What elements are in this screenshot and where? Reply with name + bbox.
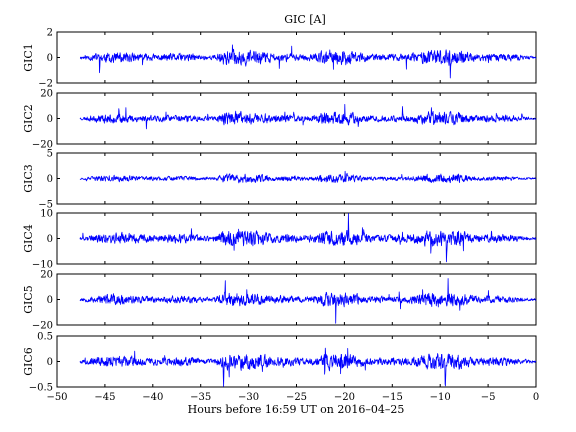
y-tick-label: −20	[32, 140, 53, 151]
y-tick-label: 0	[47, 357, 53, 368]
y-tick-label: 0	[47, 114, 53, 125]
y-tick-label: 0	[47, 53, 53, 64]
x-tick-label: −5	[481, 392, 496, 403]
y-axis-label: GIC6	[22, 347, 35, 376]
panel-gic3: −5 0 5 GIC3	[22, 149, 537, 211]
x-tick-label: −40	[142, 392, 163, 403]
panel-gic6: −50 −45 −40 −35 −30 −25 −20 −15 −10 −5 0−0.500.5GI…	[22, 332, 539, 404]
y-axis-label: GIC2	[22, 104, 35, 133]
y-tick-label: 2	[47, 28, 53, 39]
y-axis-label: GIC5	[22, 285, 35, 314]
y-tick-label: 0	[47, 234, 53, 245]
y-tick-label: −2	[38, 79, 53, 90]
series-line-gic6	[79, 347, 537, 387]
y-tick-label: −20	[32, 321, 53, 332]
panel-gic1: −2 0 2 GIC1	[22, 28, 537, 90]
chart-panels: −202GIC1−20020GIC2−505GIC3−10010GIC4−200…	[22, 28, 539, 404]
y-tick-label: 5	[47, 149, 53, 160]
y-tick-label: −0.5	[29, 383, 53, 394]
y-tick-label: 20	[40, 89, 53, 100]
panel-gic4: −10 0 10 GIC4	[22, 209, 537, 271]
series-line-gic4	[79, 213, 537, 263]
panel-gic2: −20 0 20 GIC2	[22, 89, 537, 151]
series-line-gic2	[79, 104, 537, 130]
y-tick-label: 0	[47, 295, 53, 306]
chart-title: GIC [A]	[284, 13, 326, 26]
x-axis-label: Hours before 16:59 UT on 2016–04–25	[188, 403, 405, 416]
y-axis-label: GIC1	[22, 43, 35, 72]
x-tick-label: −45	[94, 392, 115, 403]
x-tick-label: −10	[430, 392, 451, 403]
x-tick-label: −20	[334, 392, 355, 403]
series-line-gic1	[79, 44, 537, 79]
y-axis-label: GIC3	[22, 164, 35, 193]
x-tick-label: −35	[190, 392, 211, 403]
y-tick-label: −5	[38, 200, 53, 211]
series-line-gic3	[79, 170, 537, 184]
y-tick-label: 20	[40, 270, 53, 281]
series-line-gic5	[79, 278, 537, 324]
y-tick-label: 0	[47, 174, 53, 185]
y-tick-label: 10	[40, 209, 53, 220]
x-tick-label: −15	[382, 392, 403, 403]
y-tick-label: 0.5	[37, 332, 53, 343]
x-tick-label: 0	[533, 392, 539, 403]
x-tick-label: −30	[238, 392, 259, 403]
y-tick-label: −10	[32, 260, 53, 271]
y-axis-label: GIC4	[22, 224, 35, 253]
x-tick-label: −50	[46, 392, 67, 403]
x-tick-label: −25	[286, 392, 307, 403]
panel-gic5: −20 0 20 GIC5	[22, 270, 537, 332]
